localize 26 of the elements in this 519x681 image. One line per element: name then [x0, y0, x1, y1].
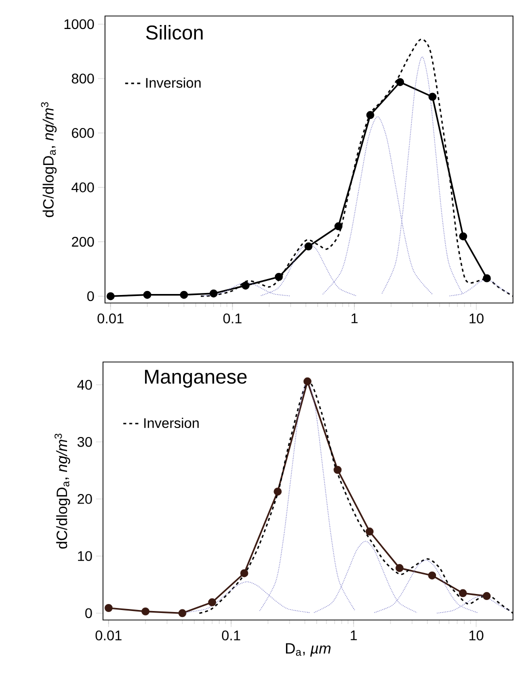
x-tick-label: 10	[469, 630, 484, 640]
chart-title: Manganese	[145, 370, 247, 388]
legend-label: Inversion	[144, 418, 199, 428]
y-axis-title: dC/dlogD$_{a}$, ng/m$^{3}$	[54, 434, 70, 549]
y-tick-label: 10	[78, 551, 92, 562]
x-axis-title: D$_{a}$, µm	[286, 643, 331, 657]
y-tick-label: 0	[87, 291, 94, 302]
y-tick-label: 30	[78, 436, 92, 447]
y-tick-label: 0	[85, 608, 92, 618]
y-tick-label: 20	[78, 494, 92, 504]
x-tick-label: 0.1	[222, 630, 240, 640]
y-tick-label: 400	[72, 182, 94, 192]
chart-title: Silicon	[146, 25, 203, 40]
y-tick-label: 40	[77, 380, 92, 390]
x-tick-label: 0.1	[223, 314, 242, 324]
y-tick-label: 200	[72, 236, 94, 247]
y-tick-label: 1000	[64, 19, 94, 30]
x-tick-label: 0.01	[96, 630, 122, 640]
y-tick-label: 600	[72, 128, 94, 138]
x-tick-label: 1	[352, 314, 358, 324]
x-tick-label: 1	[350, 630, 357, 640]
x-tick-label: 0.01	[98, 314, 124, 324]
x-tick-label: 10	[470, 314, 484, 324]
legend-label: Inversion	[146, 78, 201, 88]
y-tick-label: 800	[72, 74, 94, 84]
y-axis-title: dC/dlogD$_{a}$, ng/m$^{3}$	[41, 102, 57, 218]
